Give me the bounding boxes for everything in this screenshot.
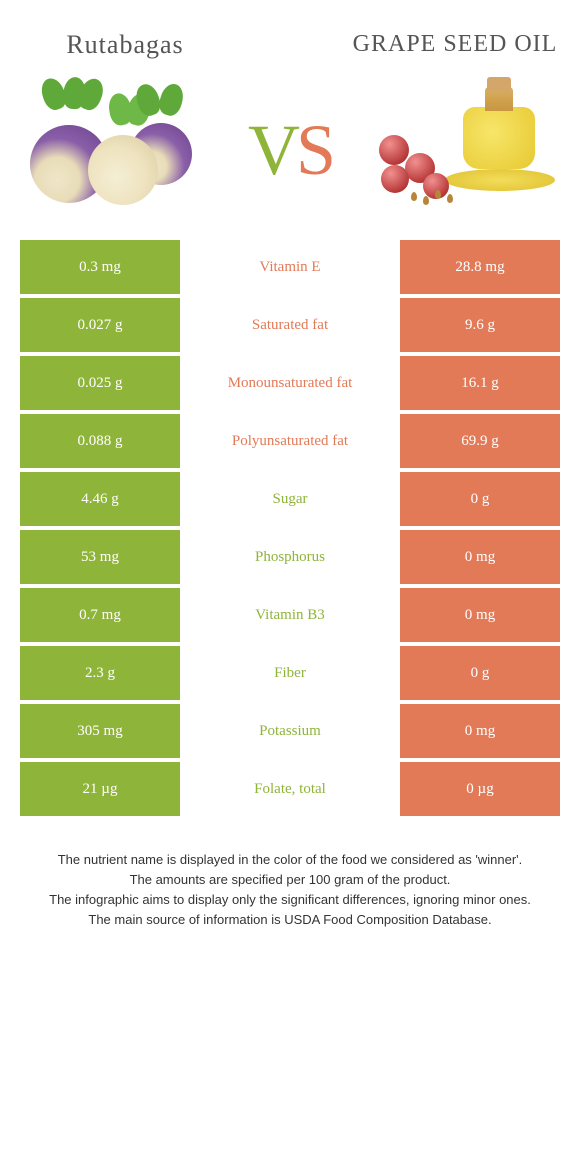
comparison-table: 0.3 mgVitamin E28.8 mg0.027 gSaturated f… [0, 240, 580, 816]
footer-line: The infographic aims to display only the… [20, 890, 560, 910]
right-title: GRAPE SEED OIL [350, 30, 560, 60]
table-row: 0.088 gPolyunsaturated fat69.9 g [20, 414, 560, 468]
left-value: 4.46 g [20, 472, 180, 526]
left-value: 53 mg [20, 530, 180, 584]
nutrient-label: Fiber [180, 646, 400, 700]
right-value: 0 mg [400, 588, 560, 642]
right-value: 69.9 g [400, 414, 560, 468]
left-value: 21 µg [20, 762, 180, 816]
rutabaga-illustration [20, 80, 210, 220]
left-value: 0.088 g [20, 414, 180, 468]
right-value: 0 mg [400, 704, 560, 758]
table-row: 0.025 gMonounsaturated fat16.1 g [20, 356, 560, 410]
left-value: 2.3 g [20, 646, 180, 700]
left-value: 305 mg [20, 704, 180, 758]
nutrient-label: Sugar [180, 472, 400, 526]
left-value: 0.025 g [20, 356, 180, 410]
right-value: 0 g [400, 646, 560, 700]
nutrient-label: Vitamin B3 [180, 588, 400, 642]
footer-line: The main source of information is USDA F… [20, 910, 560, 930]
footer-line: The amounts are specified per 100 gram o… [20, 870, 560, 890]
table-row: 53 mgPhosphorus0 mg [20, 530, 560, 584]
right-value: 0 g [400, 472, 560, 526]
footer-notes: The nutrient name is displayed in the co… [0, 820, 580, 931]
left-value: 0.3 mg [20, 240, 180, 294]
table-row: 305 mgPotassium0 mg [20, 704, 560, 758]
left-value: 0.7 mg [20, 588, 180, 642]
table-row: 0.3 mgVitamin E28.8 mg [20, 240, 560, 294]
nutrient-label: Potassium [180, 704, 400, 758]
table-row: 2.3 gFiber0 g [20, 646, 560, 700]
right-value: 16.1 g [400, 356, 560, 410]
table-row: 21 µgFolate, total0 µg [20, 762, 560, 816]
nutrient-label: Folate, total [180, 762, 400, 816]
nutrient-label: Phosphorus [180, 530, 400, 584]
right-value: 0 µg [400, 762, 560, 816]
right-value: 0 mg [400, 530, 560, 584]
grape-seed-oil-illustration [370, 80, 560, 220]
left-value: 0.027 g [20, 298, 180, 352]
left-title: Rutabagas [20, 30, 230, 60]
header: Rutabagas GRAPE SEED OIL [0, 0, 580, 70]
table-row: 0.027 gSaturated fat9.6 g [20, 298, 560, 352]
nutrient-label: Saturated fat [180, 298, 400, 352]
table-row: 4.46 gSugar0 g [20, 472, 560, 526]
right-value: 28.8 mg [400, 240, 560, 294]
footer-line: The nutrient name is displayed in the co… [20, 850, 560, 870]
nutrient-label: Monounsaturated fat [180, 356, 400, 410]
vs-label: VS [248, 109, 332, 192]
illustration-row: VS [0, 70, 580, 240]
right-value: 9.6 g [400, 298, 560, 352]
table-row: 0.7 mgVitamin B30 mg [20, 588, 560, 642]
nutrient-label: Polyunsaturated fat [180, 414, 400, 468]
nutrient-label: Vitamin E [180, 240, 400, 294]
